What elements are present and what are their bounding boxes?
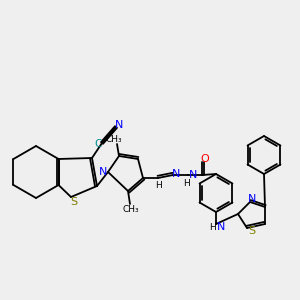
Text: N: N bbox=[248, 194, 256, 204]
Text: N: N bbox=[115, 120, 123, 130]
Text: O: O bbox=[201, 154, 209, 164]
Text: C: C bbox=[94, 139, 102, 149]
Text: N: N bbox=[99, 167, 107, 177]
Text: N: N bbox=[217, 222, 225, 232]
Text: H: H bbox=[184, 178, 190, 188]
Text: S: S bbox=[248, 226, 256, 236]
Text: N: N bbox=[172, 169, 180, 179]
Text: CH₃: CH₃ bbox=[106, 134, 122, 143]
Text: CH₃: CH₃ bbox=[123, 205, 139, 214]
Text: H: H bbox=[156, 181, 162, 190]
Text: N: N bbox=[189, 170, 197, 180]
Text: S: S bbox=[70, 197, 78, 207]
Text: H: H bbox=[210, 224, 216, 232]
